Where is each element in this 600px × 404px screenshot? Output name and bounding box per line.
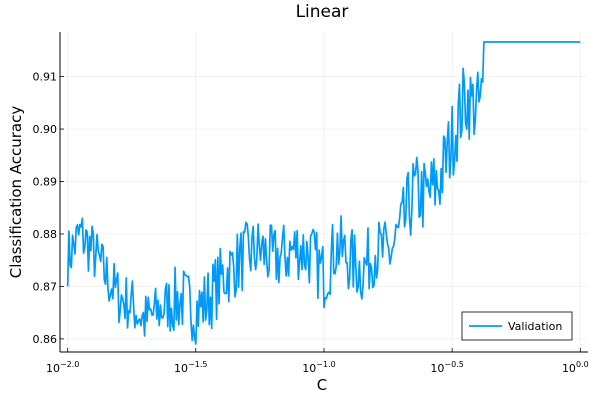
y-tick-label: 0.89: [33, 176, 58, 189]
axes: [59, 32, 588, 353]
x-tick-label: 100.0: [562, 360, 589, 375]
y-tick-label: 0.88: [33, 228, 58, 241]
y-axis-label: Classification Accuracy: [7, 106, 25, 279]
validation-line: [66, 41, 581, 345]
legend-label: Validation: [508, 320, 562, 333]
x-tick-label: 10−2.0: [46, 360, 79, 375]
chart-title: Linear: [296, 2, 349, 22]
grid: [60, 32, 588, 352]
x-tick-label: 10−0.5: [430, 360, 463, 375]
series-layer: [66, 41, 581, 345]
x-tick-label: 10−1.5: [174, 360, 207, 375]
legend: Validation: [461, 311, 573, 341]
x-axis-label: C: [317, 376, 327, 394]
y-tick-label: 0.91: [33, 71, 58, 84]
x-tick-label: 10−1.0: [302, 360, 335, 375]
tick-labels: 0.86 0.87 0.88 0.89 0.90 0.91 10−2.0 10−1.5 10−1…: [33, 71, 589, 375]
y-tick-label: 0.87: [33, 280, 58, 293]
y-tick-label: 0.86: [33, 333, 58, 346]
y-tick-label: 0.90: [33, 123, 58, 136]
